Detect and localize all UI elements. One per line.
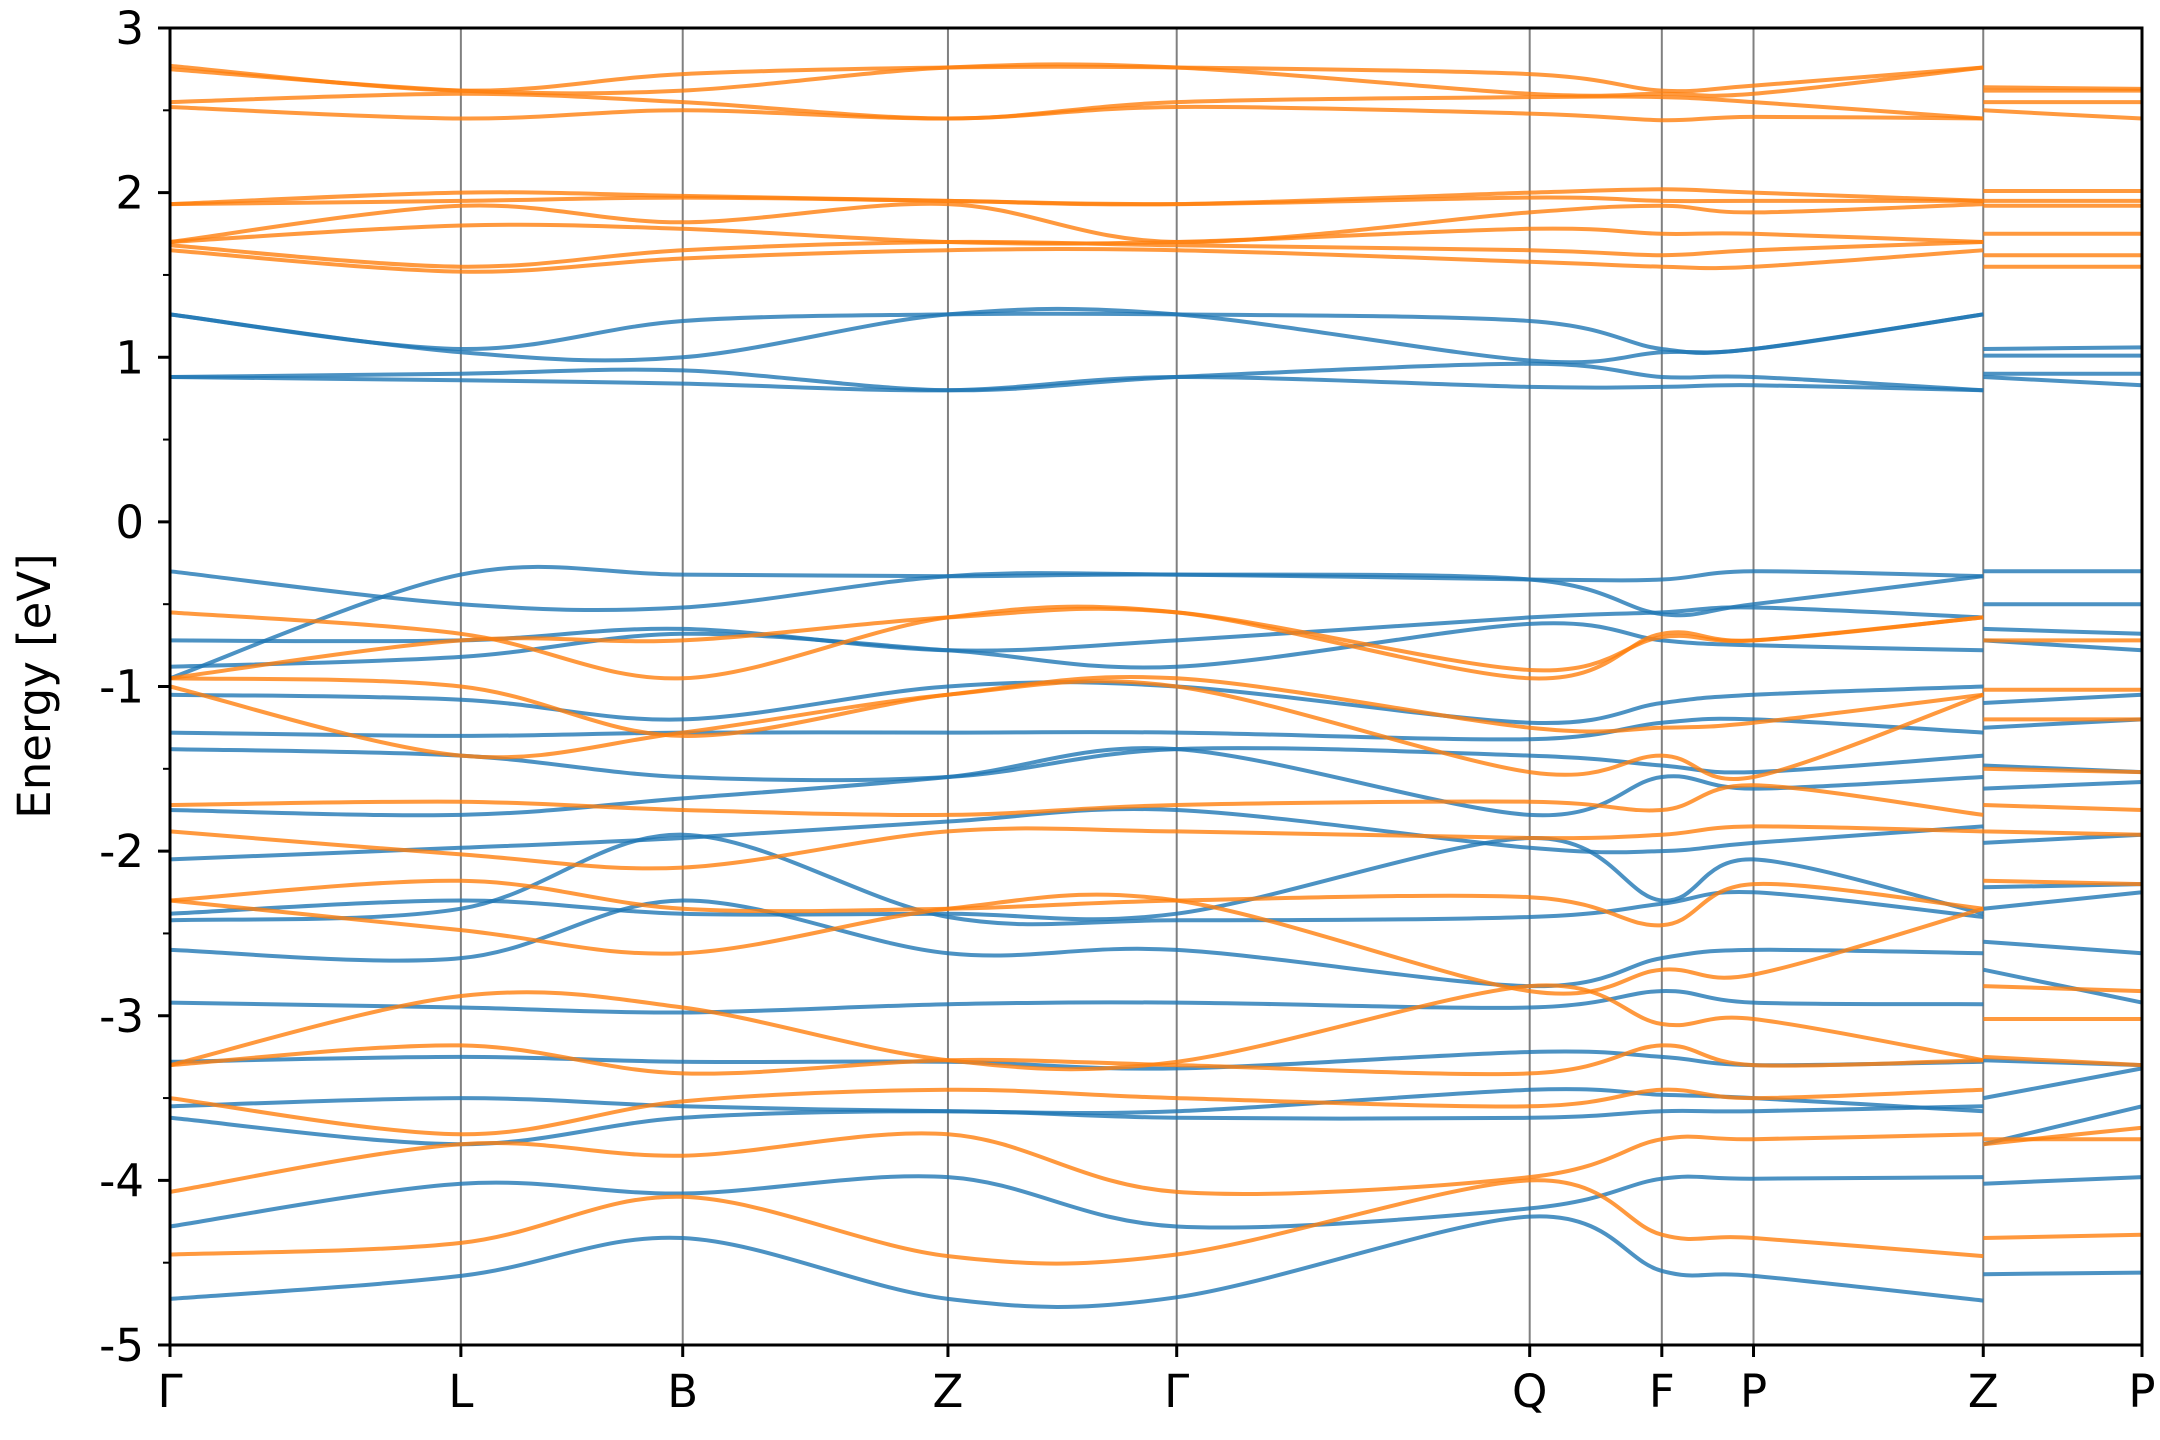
- band-down-31: [169, 679, 2143, 782]
- band-up-7: [169, 832, 2143, 927]
- band-up-14: [169, 621, 2143, 670]
- kpoint-label: Q: [1512, 1365, 1547, 1418]
- kpoint-label: P: [1740, 1365, 1767, 1418]
- band-down-32: [169, 674, 2142, 738]
- kpoint-label: Γ: [157, 1365, 182, 1418]
- band-down-30: [169, 783, 2143, 818]
- band-up-5: [169, 967, 2143, 1015]
- y-tick-label: 1: [115, 331, 144, 384]
- band-down-40: [169, 187, 2142, 207]
- kpoint-label: Γ: [1164, 1365, 1189, 1418]
- band-down-27: [169, 892, 2143, 996]
- band-down-36: [169, 239, 2142, 269]
- band-up-17: [169, 564, 2142, 681]
- band-down-42: [169, 91, 2142, 121]
- band-up-6: [169, 898, 2143, 989]
- band-up-15: [169, 605, 2143, 653]
- y-tick-label: -5: [99, 1319, 144, 1372]
- y-tick-label: -4: [99, 1154, 144, 1207]
- band-down-34: [169, 606, 2142, 681]
- band-lines: [169, 62, 2143, 1309]
- band-up-0: [169, 1214, 2143, 1309]
- band-up-10: [169, 746, 2143, 818]
- kpoint-label: B: [667, 1365, 698, 1418]
- y-axis-label: Energy [eV]: [8, 553, 61, 818]
- band-up-16: [169, 569, 2142, 613]
- band-down-24: [169, 1087, 2142, 1142]
- band-down-26: [169, 983, 2142, 1072]
- kpoint-label: Z: [933, 1365, 964, 1418]
- band-up-21: [169, 311, 2143, 355]
- y-tick-label: 0: [115, 496, 144, 549]
- band-up-19: [169, 361, 2142, 393]
- y-tick-label: -1: [99, 661, 144, 714]
- kpoint-label: L: [448, 1365, 473, 1418]
- kpoint-label: P: [2128, 1365, 2155, 1418]
- band-down-29: [169, 824, 2143, 871]
- kpoint-label: F: [1649, 1365, 1675, 1418]
- band-up-11: [169, 746, 2143, 783]
- band-up-12: [169, 716, 2143, 742]
- y-tick-label: 3: [115, 2, 144, 55]
- y-tick-label: -3: [99, 990, 144, 1043]
- band-up-1: [169, 1174, 2143, 1230]
- band-down-28: [169, 878, 2143, 928]
- kpoint-label: Z: [1968, 1365, 1999, 1418]
- band-down-22: [169, 1178, 2143, 1266]
- band-down-44: [169, 63, 2143, 94]
- band-down-35: [169, 246, 2142, 274]
- band-down-38: [169, 201, 2142, 245]
- y-axis: 3 2 1 0 -1 -2 -3 -4 -5: [99, 2, 170, 1372]
- high-symmetry-lines: [459, 28, 1985, 1345]
- band-down-37: [169, 222, 2142, 246]
- y-tick-label: 2: [115, 167, 144, 220]
- band-down-41: [169, 104, 2143, 123]
- band-down-23: [169, 1125, 2143, 1196]
- band-down-25: [169, 1043, 2143, 1077]
- y-tick-label: -2: [99, 825, 144, 878]
- band-up-3: [169, 1066, 2143, 1116]
